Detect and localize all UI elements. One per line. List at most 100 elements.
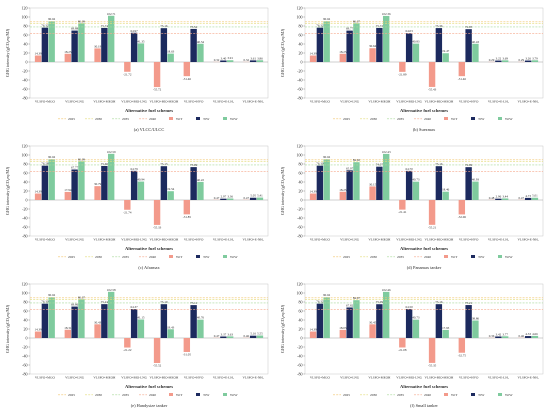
bar-ttw-6 (495, 336, 502, 338)
value-label: -21.22 (123, 348, 132, 352)
category-label: VLSFO+MEOH (93, 376, 116, 380)
bar-wtt-4 (428, 338, 436, 363)
bar-ttw-5 (465, 167, 472, 200)
category-label: VLSFO+E-LH₂ (213, 238, 234, 242)
y-tick-label: -40 (297, 353, 302, 358)
legend-box-swatch (169, 117, 173, 120)
value-label: 18.03 (339, 326, 347, 330)
legend-label: TtW (203, 393, 210, 397)
legend-box-swatch (169, 393, 173, 396)
bar-wtt-5 (183, 338, 191, 352)
y-tick-label: -20 (297, 344, 302, 349)
legend-label: 2025 (343, 117, 350, 121)
value-label: 73.21 (465, 301, 473, 305)
value-label: 14.39 (34, 328, 42, 332)
bar-wtw-2 (382, 291, 390, 338)
value-label: 0.32 (244, 58, 250, 62)
value-label: 3.26 (525, 57, 531, 61)
y-tick-label: 20 (299, 188, 303, 193)
value-label: 102.58 (107, 288, 116, 292)
y-tick-label: 120 (297, 5, 303, 10)
bar-ttw-1 (71, 306, 78, 338)
category-label: VLSFO+MGO (310, 238, 331, 242)
value-label: 76.32 (316, 300, 324, 304)
bar-wtw-1 (78, 161, 85, 200)
value-label: 4.33 (525, 332, 531, 336)
value-label: 75.36 (435, 24, 443, 28)
category-label: VLSFO+LNG (65, 238, 85, 242)
y-axis-title: GHG intensity (gCO₂eq/MJ) (280, 304, 285, 353)
value-label: 64.03 (406, 29, 414, 33)
category-label: VLSFO+BIO-MEOH (424, 376, 453, 380)
y-tick-label: -60 (297, 86, 302, 91)
legend-label: 2035 (397, 117, 404, 121)
value-label: 3.37 (221, 332, 227, 336)
y-tick-label: 100 (297, 152, 303, 157)
category-label: VLSFO+MEOH (368, 376, 391, 380)
legend-label: 2040 (149, 255, 156, 259)
value-label: 19.43 (167, 325, 175, 329)
value-label: -55.52 (153, 364, 162, 368)
value-label: 40.22 (197, 178, 205, 182)
y-tick-label: 100 (297, 14, 303, 19)
y-tick-label: 20 (24, 326, 28, 331)
category-label: VLSFO+HVO (184, 376, 204, 380)
value-label: 74.07 (376, 163, 384, 167)
bar-wtt-5 (458, 62, 466, 77)
legend-box-swatch (444, 393, 448, 396)
category-label: VLSFO+BIO-MEOH (149, 238, 178, 242)
category-label: VLSFO+HVO (459, 238, 479, 242)
bar-wtt-2 (94, 186, 101, 200)
bar-wtw-4 (442, 53, 449, 62)
legend-label: TtW (203, 117, 210, 121)
bar-ttw-5 (190, 167, 197, 200)
bar-wtt-3 (124, 338, 131, 348)
value-label: 40.73 (412, 316, 420, 320)
y-axis-title: GHG intensity (gCO₂eq/MJ) (280, 28, 285, 77)
y-tick-label: 120 (297, 143, 303, 148)
bar-ttw-5 (190, 305, 197, 338)
category-label: VLSFO+BIO-MEOH (149, 376, 178, 380)
legend-label: WtT (451, 255, 458, 259)
y-tick-label: 80 (24, 161, 28, 166)
y-tick-label: -40 (297, 77, 302, 82)
plot-frame (29, 283, 269, 375)
value-label: 3.77 (502, 332, 508, 336)
value-label: 73.52 (190, 25, 198, 29)
bar-wtw-2 (107, 15, 115, 62)
bar-wtw-5 (472, 181, 479, 200)
value-label: 5.01 (532, 194, 538, 198)
value-label: 86.09 (78, 157, 86, 161)
bar-ttw-3 (130, 309, 138, 338)
plot-frame (304, 283, 544, 375)
category-label: VLSFO+BIO-LNG (121, 376, 147, 380)
value-label: 3.36 (227, 194, 233, 198)
value-label: 64.37 (131, 305, 139, 309)
bar-ttw-2 (101, 27, 108, 62)
y-tick-label: 60 (24, 32, 28, 37)
value-label: 3.44 (502, 194, 508, 198)
x-axis-title: Alternative fuel schemes (400, 246, 448, 251)
value-label: 76.30 (41, 300, 49, 304)
value-label: 5.41 (257, 194, 263, 198)
legend-label: 2030 (95, 255, 102, 259)
category-label: VLSFO+E-LH₂ (488, 376, 509, 380)
bar-ttw-4 (435, 166, 443, 200)
category-label: VLSFO+LNG (65, 376, 85, 380)
y-tick-label: -20 (297, 68, 302, 73)
value-label: 90.62 (48, 293, 56, 297)
legend-box-swatch (498, 393, 502, 396)
value-label: 84.07 (353, 296, 361, 300)
bar-wtw-1 (78, 299, 85, 338)
bar-wtw-0 (48, 21, 55, 62)
y-tick-label: 60 (299, 308, 303, 313)
bar-wtw-6 (226, 336, 234, 338)
bar-ttw-0 (316, 165, 324, 200)
bar-ttw-1 (346, 30, 353, 62)
value-label: 102.43 (382, 150, 391, 154)
legend-box-swatch (471, 117, 475, 120)
category-label: VLSFO+MGO (35, 100, 56, 104)
bar-ttw-0 (316, 303, 324, 338)
value-label: 67.77 (71, 166, 79, 170)
